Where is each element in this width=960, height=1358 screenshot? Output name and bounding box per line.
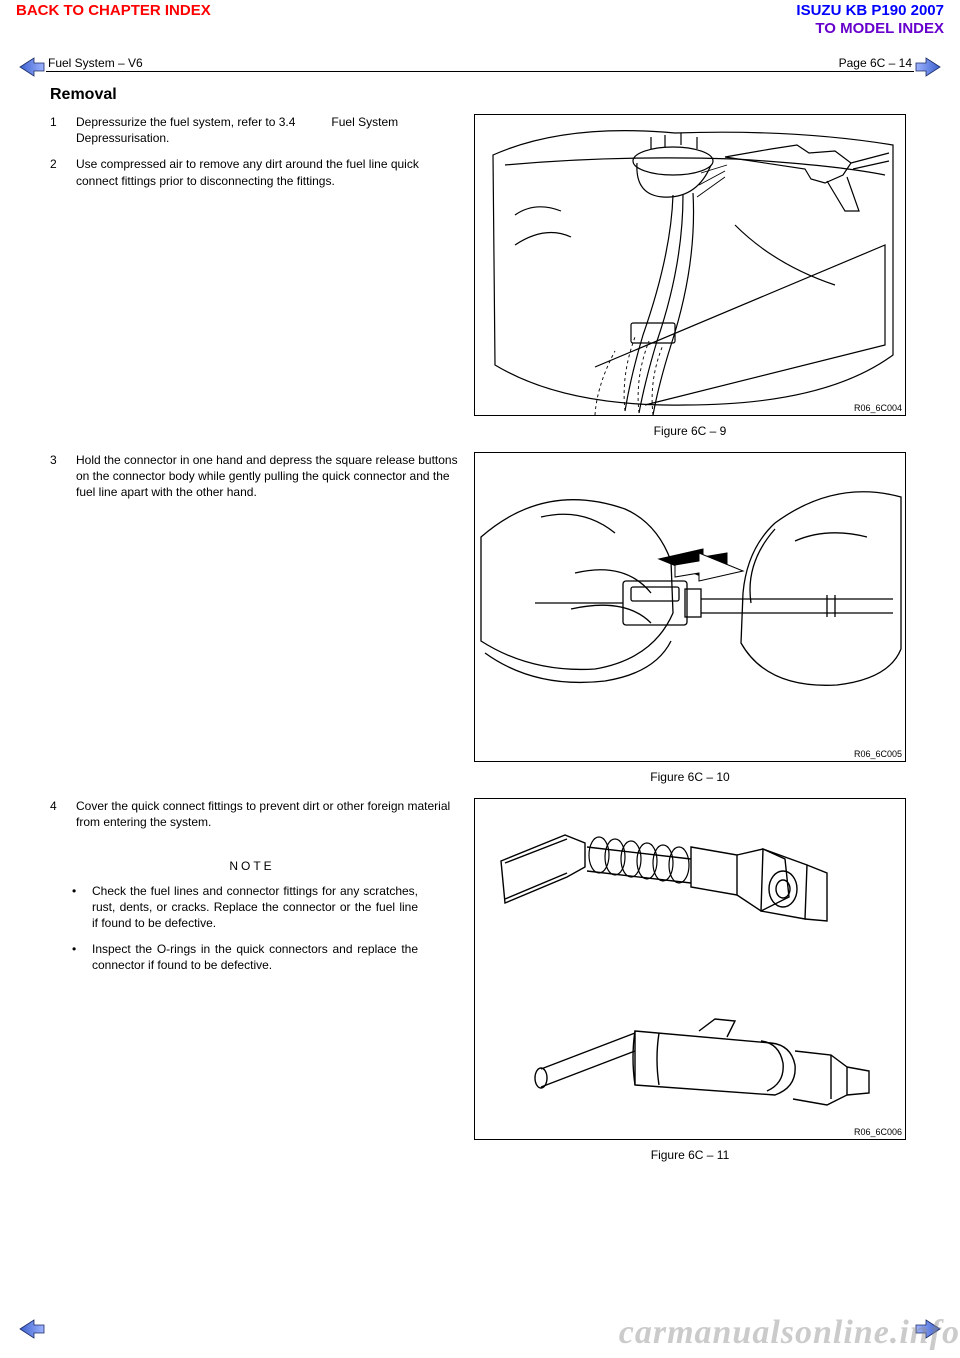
figure-caption: Figure 6C – 11 (651, 1148, 730, 1162)
nav-prev-top-icon[interactable] (18, 56, 46, 78)
row-fig-9: 1 Depressurize the fuel system, refer to… (46, 114, 914, 448)
step-number: 1 (46, 114, 76, 146)
note-bullet-1: • Check the fuel lines and connector fit… (72, 883, 458, 932)
figure-9: R06_6C004 (474, 114, 906, 416)
page-header: Fuel System – V6 Page 6C – 14 (46, 56, 914, 72)
step-text: Use compressed air to remove any dirt ar… (76, 156, 458, 188)
figure-caption: Figure 6C – 9 (654, 424, 727, 438)
step-number: 4 (46, 798, 76, 830)
figure-10: R06_6C005 (474, 452, 906, 762)
watermark: carmanualsonline.info (619, 1314, 960, 1352)
nav-prev-bottom-icon[interactable] (18, 1318, 46, 1340)
back-to-chapter-link[interactable]: BACK TO CHAPTER INDEX (16, 2, 211, 19)
step-2: 2 Use compressed air to remove any dirt … (46, 156, 458, 188)
to-model-index-link[interactable]: TO MODEL INDEX (815, 20, 944, 37)
bullet-icon: • (72, 883, 92, 932)
figure-col-3: R06_6C006 Figure 6C – 11 (466, 798, 914, 1172)
text-col-3: 4 Cover the quick connect fittings to pr… (46, 798, 466, 1172)
note-title: NOTE (46, 858, 458, 874)
note-bullet-2: • Inspect the O-rings in the quick conne… (72, 941, 458, 973)
figure-col-1: R06_6C004 Figure 6C – 9 (466, 114, 914, 448)
step-number: 2 (46, 156, 76, 188)
step-number: 3 (46, 452, 76, 501)
page-body: Fuel System – V6 Page 6C – 14 Removal 1 … (0, 20, 960, 1172)
section-title: Removal (50, 86, 914, 104)
header-right: Page 6C – 14 (839, 56, 912, 70)
top-links: BACK TO CHAPTER INDEX ISUZU KB P190 2007… (0, 0, 960, 20)
figure-11-illustration (475, 799, 907, 1141)
figure-ref: R06_6C004 (854, 403, 902, 413)
step-3: 3 Hold the connector in one hand and dep… (46, 452, 458, 501)
row-fig-11: 4 Cover the quick connect fittings to pr… (46, 798, 914, 1172)
row-fig-10: 3 Hold the connector in one hand and dep… (46, 452, 914, 794)
step-text: Hold the connector in one hand and depre… (76, 452, 458, 501)
figure-ref: R06_6C006 (854, 1127, 902, 1137)
text-col-1: 1 Depressurize the fuel system, refer to… (46, 114, 466, 448)
figure-ref: R06_6C005 (854, 749, 902, 759)
step-1: 1 Depressurize the fuel system, refer to… (46, 114, 458, 146)
figure-9-illustration (475, 115, 907, 417)
bullet-text: Check the fuel lines and connector fitti… (92, 883, 458, 932)
figure-11: R06_6C006 (474, 798, 906, 1140)
header-left: Fuel System – V6 (48, 56, 143, 70)
step-text: Depressurize the fuel system, refer to 3… (76, 114, 458, 146)
isuzu-model-link[interactable]: ISUZU KB P190 2007 (796, 2, 944, 19)
figure-10-illustration (475, 453, 907, 763)
step-text: Cover the quick connect fittings to prev… (76, 798, 458, 830)
nav-next-top-icon[interactable] (914, 56, 942, 78)
step-4: 4 Cover the quick connect fittings to pr… (46, 798, 458, 830)
text-col-2: 3 Hold the connector in one hand and dep… (46, 452, 466, 794)
bullet-icon: • (72, 941, 92, 973)
figure-col-2: R06_6C005 Figure 6C – 10 (466, 452, 914, 794)
figure-caption: Figure 6C – 10 (650, 770, 729, 784)
bullet-text: Inspect the O-rings in the quick connect… (92, 941, 458, 973)
